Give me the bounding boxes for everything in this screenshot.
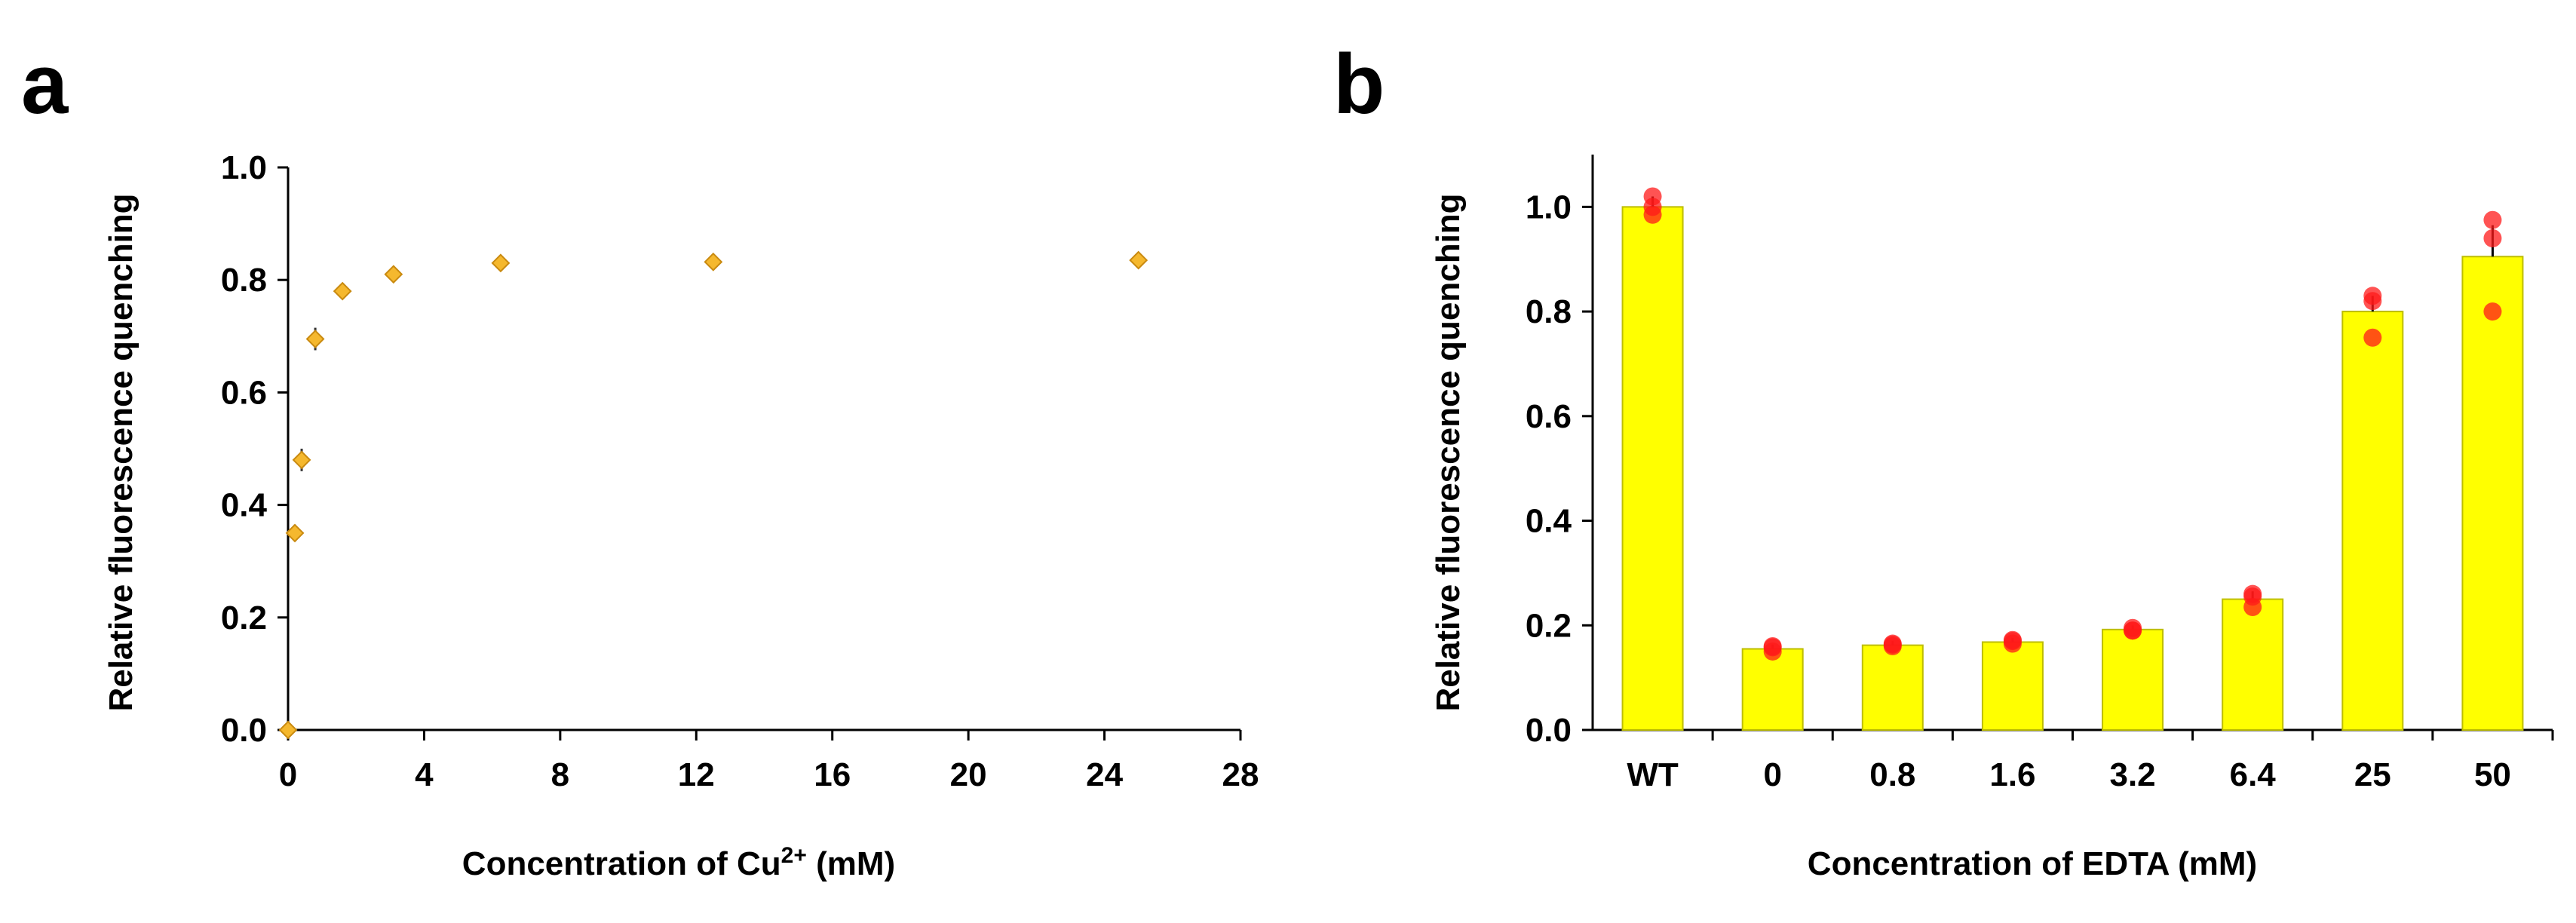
chart-a-data-point xyxy=(285,523,305,543)
chart-b-x-axis-title: Concentration of EDTA (mM) xyxy=(1808,845,2257,882)
chart-a-axes xyxy=(287,167,1240,731)
chart-b-replicate-dot xyxy=(2483,210,2502,229)
chart-b-x-tick-label: 25 xyxy=(2354,756,2391,793)
chart-a-data-point xyxy=(292,450,311,470)
chart-b-bar xyxy=(2102,628,2164,731)
panel-label-a: a xyxy=(21,37,69,131)
chart-b-bar xyxy=(1621,206,1684,731)
chart-b-x-tick-label: 3.2 xyxy=(2109,756,2155,793)
chart-a-y-tick-label: 0.4 xyxy=(221,487,268,524)
chart-b-bar xyxy=(2341,311,2404,731)
chart-b-x-tick-label: 50 xyxy=(2474,756,2511,793)
chart-b-y-tick-label: 0.0 xyxy=(1526,712,1572,749)
chart-b-y-tick-label: 0.6 xyxy=(1526,398,1572,435)
chart-a-x-tick-label: 28 xyxy=(1222,756,1259,793)
chart-a-y-tick-label: 1.0 xyxy=(221,149,267,186)
chart-b-replicate-dot xyxy=(2483,302,2502,321)
chart-b-replicate-dot xyxy=(2483,228,2502,247)
chart-a-data-point xyxy=(704,252,723,271)
chart-a-data-point xyxy=(491,253,511,273)
chart-a-x-tick-label: 12 xyxy=(678,756,715,793)
chart-b-x-tick-label: 6.4 xyxy=(2230,756,2277,793)
chart-b-y-tick-label: 0.8 xyxy=(1526,293,1572,330)
chart-b-replicate-dot xyxy=(2243,587,2262,606)
chart-b-replicate-dot xyxy=(2124,621,2142,640)
chart-b-axes xyxy=(1591,155,2553,731)
chart-a-data-point xyxy=(278,720,298,740)
chart-b-x-tick-label: WT xyxy=(1627,756,1679,793)
chart-b-replicate-dot xyxy=(1643,187,1662,206)
chart-a-x-tick-label: 4 xyxy=(415,756,434,793)
chart-a-y-tick-label: 0.6 xyxy=(221,374,267,411)
chart-b-y-tick-label: 0.2 xyxy=(1526,607,1572,644)
chart-b-y-tick-label: 0.4 xyxy=(1526,503,1572,540)
chart-b-replicate-dot xyxy=(1883,634,1902,653)
chart-b-x-tick-label: 0.8 xyxy=(1869,756,1915,793)
chart-a-x-tick-label: 16 xyxy=(814,756,851,793)
chart-a-y-tick-label: 0.0 xyxy=(221,712,267,749)
panel-label-b: b xyxy=(1333,37,1385,131)
chart-a-x-tick-label: 0 xyxy=(279,756,297,793)
chart-a-data-point xyxy=(305,330,325,348)
chart-a-y-tick-label: 0.2 xyxy=(221,599,267,636)
chart-b-y-axis-title: Relative fluorescence quenching xyxy=(1430,193,1467,711)
chart-b-bar xyxy=(1741,648,1804,731)
chart-a-x-tick-label: 24 xyxy=(1086,756,1123,793)
chart-b-y-tick-label: 1.0 xyxy=(1526,189,1572,225)
chart-b-bar: 0.0 0.2 0.4 0.6 0.8 1.0 WT 0 0.8 1.6 3.2 6.4 25 50 R… xyxy=(1430,155,2554,882)
chart-b-bar xyxy=(2461,256,2524,731)
chart-a-scatter: 0.0 0.2 0.4 0.6 0.8 1.0 0 4 8 12 16 20 24 28 Relativ… xyxy=(103,149,1259,882)
chart-a-x-axis-title: Concentration of Cu2+ (mM) xyxy=(462,843,895,882)
chart-a-y-axis-title: Relative fluorescence quenching xyxy=(103,193,140,711)
chart-a-y-tick-label: 0.8 xyxy=(221,262,267,299)
chart-b-replicate-dot xyxy=(1643,205,1662,224)
chart-b-replicate-dot xyxy=(2363,328,2382,347)
chart-b-bar xyxy=(2222,598,2284,731)
chart-b-replicate-dot xyxy=(2003,630,2022,649)
chart-a-data-point xyxy=(384,265,403,284)
chart-b-bar xyxy=(1981,641,2044,731)
chart-a-data-point xyxy=(1129,250,1148,270)
chart-a-x-tick-label: 20 xyxy=(950,756,987,793)
chart-b-x-tick-label: 1.6 xyxy=(1989,756,2035,793)
chart-a-x-tick-label: 8 xyxy=(551,756,569,793)
chart-b-replicate-dot xyxy=(1763,637,1782,656)
chart-b-x-tick-label: 0 xyxy=(1763,756,1781,793)
chart-b-replicate-dot xyxy=(2363,292,2382,311)
chart-a-data-point xyxy=(333,281,352,301)
chart-b-bar xyxy=(1861,644,1924,731)
